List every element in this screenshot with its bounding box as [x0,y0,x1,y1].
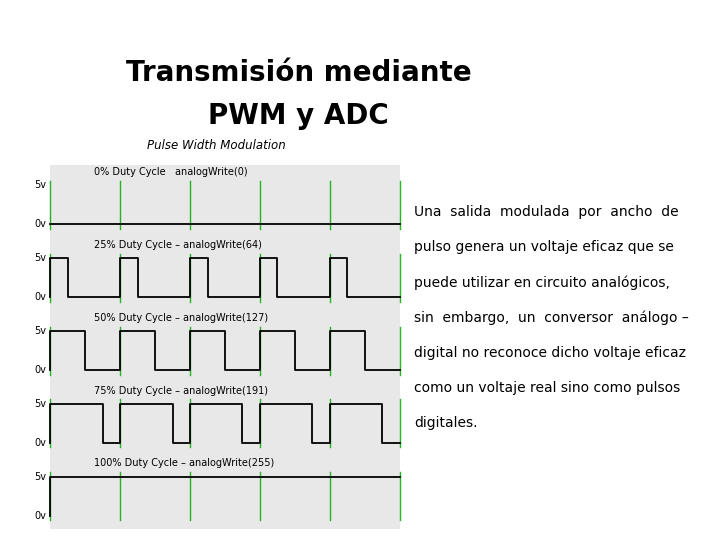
Text: PWM y ADC: PWM y ADC [208,102,390,130]
Text: 0v: 0v [35,292,46,302]
Text: 5v: 5v [34,253,46,263]
Text: 0v: 0v [35,511,46,521]
Text: puede utilizar en circuito analógicos,: puede utilizar en circuito analógicos, [414,275,670,290]
Text: 100% Duty Cycle – analogWrite(255): 100% Duty Cycle – analogWrite(255) [94,458,274,469]
Text: 5v: 5v [34,472,46,482]
Text: digitales.: digitales. [414,416,477,430]
Text: 50% Duty Cycle – analogWrite(127): 50% Duty Cycle – analogWrite(127) [94,313,268,323]
Text: 5v: 5v [34,399,46,409]
Text: 0% Duty Cycle   analogWrite(0): 0% Duty Cycle analogWrite(0) [94,167,247,177]
Text: como un voltaje real sino como pulsos: como un voltaje real sino como pulsos [414,381,680,395]
Text: Una  salida  modulada  por  ancho  de: Una salida modulada por ancho de [414,205,679,219]
Text: 5v: 5v [34,326,46,336]
Text: 25% Duty Cycle – analogWrite(64): 25% Duty Cycle – analogWrite(64) [94,240,261,250]
Text: 0v: 0v [35,365,46,375]
Text: sin  embargo,  un  conversor  análogo –: sin embargo, un conversor análogo – [414,310,689,325]
FancyBboxPatch shape [50,165,400,529]
Text: Transmisión mediante: Transmisión mediante [126,59,472,87]
Text: digital no reconoce dicho voltaje eficaz: digital no reconoce dicho voltaje eficaz [414,346,686,360]
Text: 75% Duty Cycle – analogWrite(191): 75% Duty Cycle – analogWrite(191) [94,386,268,396]
Text: 0v: 0v [35,438,46,448]
Text: Pulse Width Modulation: Pulse Width Modulation [147,139,285,152]
Text: pulso genera un voltaje eficaz que se: pulso genera un voltaje eficaz que se [414,240,674,254]
Text: 0v: 0v [35,219,46,230]
Text: 5v: 5v [34,180,46,190]
